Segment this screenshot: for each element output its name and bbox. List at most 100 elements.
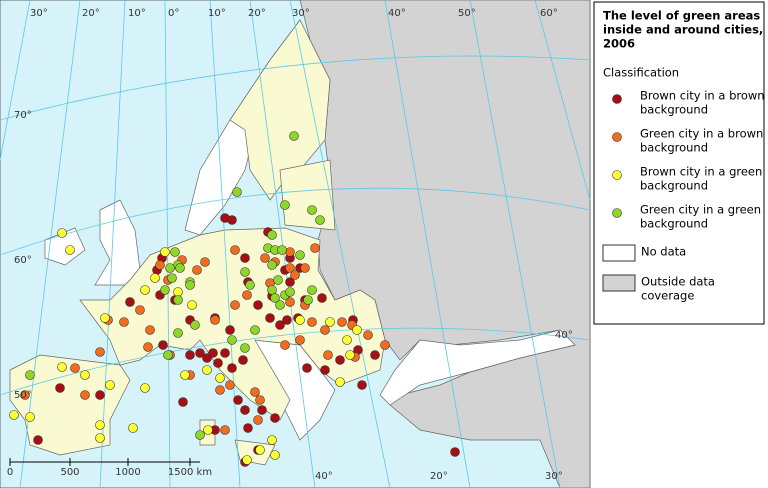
city-dot xyxy=(57,362,67,372)
city-dot xyxy=(95,433,105,443)
city-dot xyxy=(70,363,80,373)
city-dot xyxy=(335,377,345,387)
city-dot xyxy=(20,390,30,400)
graticule-label: 10° xyxy=(128,8,146,19)
city-dot xyxy=(80,390,90,400)
city-dot xyxy=(150,273,160,283)
city-dot xyxy=(192,265,202,275)
city-dot xyxy=(275,300,285,310)
city-dot xyxy=(285,247,295,257)
city-dot xyxy=(227,335,237,345)
covered-region xyxy=(279,159,336,231)
city-dot xyxy=(238,355,248,365)
city-dot xyxy=(240,267,250,277)
city-dot xyxy=(213,358,223,368)
city-dot xyxy=(335,355,345,365)
city-dot xyxy=(65,245,75,255)
city-dot xyxy=(227,215,237,225)
city-dot xyxy=(295,315,305,325)
graticule-label: 0° xyxy=(168,8,179,19)
city-dot xyxy=(352,325,362,335)
city-dot xyxy=(320,325,330,335)
graticule-label: 50° xyxy=(14,390,32,401)
city-dot xyxy=(280,200,290,210)
city-dot xyxy=(255,395,265,405)
no-data-region xyxy=(379,329,576,406)
city-dot xyxy=(289,131,299,141)
city-dot xyxy=(280,340,290,350)
city-dot xyxy=(257,405,267,415)
city-dot xyxy=(357,380,367,390)
city-dot xyxy=(265,313,275,323)
city-dot xyxy=(320,365,330,375)
graticule-label: 60° xyxy=(540,8,558,19)
city-dot xyxy=(277,245,287,255)
legend-label: background xyxy=(640,103,708,117)
city-dot xyxy=(240,405,250,415)
city-dot xyxy=(307,205,317,215)
city-dot xyxy=(240,343,250,353)
cities xyxy=(9,131,460,467)
city-dot xyxy=(220,425,230,435)
graticule-label: 40° xyxy=(315,471,333,482)
city-dot xyxy=(255,445,265,455)
city-dot xyxy=(227,363,237,373)
city-dot xyxy=(267,285,277,295)
city-dot xyxy=(250,325,260,335)
graticule-label: 20° xyxy=(82,8,100,19)
city-dot xyxy=(160,247,170,257)
city-dot xyxy=(57,228,67,238)
graticule-label: 10° xyxy=(208,8,226,19)
city-dot xyxy=(80,370,90,380)
city-dot xyxy=(203,425,213,435)
graticule-label: 50° xyxy=(458,8,476,19)
city-dot xyxy=(242,455,252,465)
city-dot xyxy=(295,335,305,345)
city-dot xyxy=(342,335,352,345)
city-dot xyxy=(180,370,190,380)
city-dot xyxy=(173,328,183,338)
legend-label: Brown city in a brown xyxy=(640,89,765,103)
city-dot xyxy=(370,350,380,360)
city-dot xyxy=(233,395,243,405)
legend-panel xyxy=(593,1,765,325)
city-dot xyxy=(260,253,270,263)
scale-label: 500 xyxy=(60,467,79,478)
city-dot xyxy=(285,287,295,297)
legend-swatch xyxy=(602,244,636,262)
city-dot xyxy=(95,420,105,430)
city-dot xyxy=(267,260,277,270)
city-dot xyxy=(282,315,292,325)
graticule-label: 30° xyxy=(545,471,563,482)
city-dot xyxy=(200,257,210,267)
scale-label: 1500 km xyxy=(168,467,212,478)
city-dot xyxy=(302,363,312,373)
city-dot xyxy=(135,305,145,315)
city-dot xyxy=(25,412,35,422)
city-dot xyxy=(195,430,205,440)
legend-title: 2006 xyxy=(603,37,635,51)
city-dot xyxy=(310,243,320,253)
city-dot xyxy=(270,450,280,460)
city-dot xyxy=(95,347,105,357)
city-dot xyxy=(208,348,218,358)
legend-swatch xyxy=(612,94,622,104)
city-dot xyxy=(140,285,150,295)
city-dot xyxy=(300,263,310,273)
legend-label: No data xyxy=(641,245,686,259)
graticule-label: 20° xyxy=(430,471,448,482)
city-dot xyxy=(195,348,205,358)
legend-label: Outside data xyxy=(641,275,715,289)
legend-title: The level of green areas xyxy=(603,9,760,23)
scale-label: 0 xyxy=(7,467,13,478)
city-dot xyxy=(317,293,327,303)
legend-swatch xyxy=(612,132,622,142)
city-dot xyxy=(215,373,225,383)
scale-bar: 0 500 1000 1500 km xyxy=(7,458,212,478)
city-dot xyxy=(128,423,138,433)
city-dot xyxy=(185,280,195,290)
city-dot xyxy=(323,350,333,360)
city-dot xyxy=(250,387,260,397)
city-dot xyxy=(243,423,253,433)
city-dot xyxy=(270,413,280,423)
